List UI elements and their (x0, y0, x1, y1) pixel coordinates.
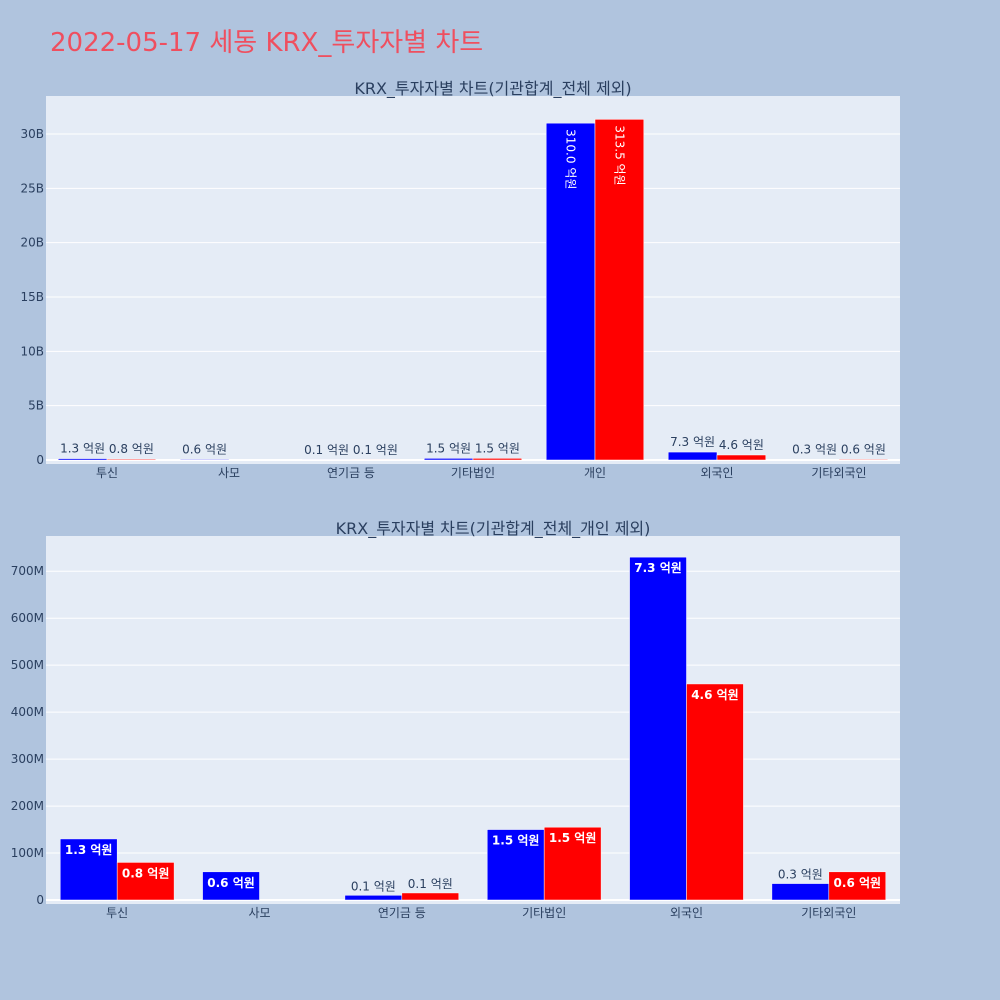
bar (116, 862, 175, 901)
data-label: 4.6 억원 (691, 688, 739, 702)
bar (106, 458, 157, 461)
bar (828, 871, 887, 901)
y-tick-label: 600M (11, 611, 44, 625)
plot-area (46, 96, 900, 464)
x-tick-label: 사모 (218, 466, 240, 480)
plot-area (46, 536, 900, 904)
data-label: 0.6 억원 (841, 442, 886, 456)
chart-1: 0 5B 10B 15B 20B 25B 30B KRX_투자자별 차트(기관합계_전체 제외… (20, 79, 900, 480)
x-tick-label: 연기금 등 (327, 466, 375, 480)
bar (771, 883, 830, 901)
data-label: 7.3 억원 (634, 561, 682, 575)
y-tick-label: 400M (11, 705, 44, 719)
y-tick-label: 15B (20, 290, 44, 304)
x-tick-label: 투신 (106, 906, 128, 920)
data-label: 1.3 억원 (65, 843, 113, 857)
bar (57, 458, 108, 461)
chart-title: KRX_투자자별 차트(기관합계_전체_개인 제외) (336, 519, 651, 539)
data-label: 1.5 억원 (549, 831, 597, 845)
x-tick-label: 연기금 등 (378, 906, 426, 920)
bar (486, 829, 545, 901)
bar (202, 871, 260, 901)
data-label: 0.8 억원 (122, 866, 170, 880)
bar (594, 119, 645, 461)
bar (401, 892, 460, 901)
bar (667, 451, 718, 461)
y-tick-label: 30B (20, 127, 44, 141)
bar (686, 683, 744, 901)
bar (545, 122, 596, 461)
bar (423, 458, 474, 461)
bar (838, 459, 889, 461)
data-label: 1.5 억원 (492, 834, 540, 848)
data-label: 7.3 억원 (670, 435, 715, 449)
data-label: 0.8 억원 (109, 442, 154, 456)
y-tick-label: 20B (20, 236, 44, 250)
data-label: 0.1 억원 (304, 443, 349, 457)
bar (59, 838, 118, 901)
bar (543, 826, 602, 901)
x-tick-label: 기타외국인 (811, 466, 866, 480)
x-tick-label: 외국인 (700, 466, 733, 480)
data-label: 310.0 억원 (564, 129, 578, 189)
y-tick-label: 200M (11, 799, 44, 813)
y-tick-label: 0 (36, 893, 44, 907)
x-tick-label: 외국인 (670, 906, 703, 920)
chart-2: 0 100M 200M 300M 400M 500M 600M 700M KRX_투자자별 차트… (11, 519, 900, 920)
data-label: 313.5 억원 (612, 125, 626, 185)
data-label: 1.3 억원 (60, 442, 105, 456)
bar (179, 459, 230, 461)
y-tick-label: 300M (11, 752, 44, 766)
data-label: 1.5 억원 (426, 441, 471, 455)
y-tick-label: 10B (20, 344, 44, 358)
x-tick-label: 투신 (96, 466, 118, 480)
data-label: 0.3 억원 (778, 868, 823, 882)
y-tick-label: 100M (11, 846, 44, 860)
data-label: 0.6 억원 (834, 876, 882, 890)
data-label: 4.6 억원 (719, 438, 764, 452)
page-title: 2022-05-17 세동 KRX_투자자별 차트 (50, 28, 484, 58)
data-label: 0.1 억원 (353, 443, 398, 457)
y-tick-label: 25B (20, 181, 44, 195)
data-label: 1.5 억원 (475, 441, 520, 455)
y-tick-label: 5B (28, 399, 44, 413)
y-tick-label: 700M (11, 564, 44, 578)
x-tick-label: 기타법인 (451, 466, 495, 480)
bar (344, 895, 403, 901)
x-tick-label: 개인 (584, 466, 606, 480)
bar (629, 556, 687, 901)
y-tick-label: 500M (11, 658, 44, 672)
bar (716, 454, 767, 461)
data-label: 0.6 억원 (207, 876, 255, 890)
data-label: 0.6 억원 (182, 442, 227, 456)
data-label: 0.3 억원 (792, 443, 837, 457)
x-tick-label: 기타외국인 (801, 906, 856, 920)
chart-title: KRX_투자자별 차트(기관합계_전체 제외) (354, 79, 631, 99)
x-tick-label: 기타법인 (522, 906, 566, 920)
y-tick-label: 0 (36, 453, 44, 467)
data-label: 0.1 억원 (351, 879, 396, 893)
data-label: 0.1 억원 (408, 877, 453, 891)
bar (472, 458, 523, 461)
x-tick-label: 사모 (248, 906, 270, 920)
